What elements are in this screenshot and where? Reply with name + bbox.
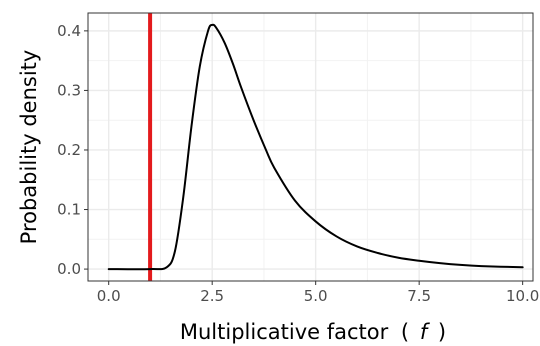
y-tick-label: 0.1 [57, 201, 81, 219]
plot-border [87, 12, 534, 282]
x-axis-title-open-paren: ( [401, 320, 409, 344]
major-gridlines [88, 13, 533, 281]
x-axis: 0.0 2.5 5.0 7.5 10.0 [97, 281, 539, 305]
y-axis: 0.0 0.1 0.2 0.3 0.4 [57, 22, 88, 278]
x-tick-label: 7.5 [407, 287, 431, 305]
x-tick-label: 5.0 [304, 287, 328, 305]
x-axis-symbol: f [420, 320, 431, 344]
x-tick-label: 0.0 [97, 287, 121, 305]
y-tick-label: 0.3 [57, 81, 81, 99]
y-axis-title: Probability density [17, 50, 41, 245]
x-tick-label: 2.5 [200, 287, 224, 305]
x-axis-title-close-paren: ) [438, 320, 446, 344]
density-curve [107, 23, 524, 271]
density-curve-layer [107, 23, 524, 271]
y-tick-label: 0.4 [57, 22, 81, 40]
x-axis-title-text: Multiplicative factor [180, 320, 389, 344]
x-tick-label: 10.0 [506, 287, 539, 305]
y-tick-label: 0.0 [57, 260, 81, 278]
x-axis-title: Multiplicative factor ( f ) [180, 320, 446, 344]
y-tick-label: 0.2 [57, 141, 81, 159]
plot-panel [88, 13, 533, 281]
